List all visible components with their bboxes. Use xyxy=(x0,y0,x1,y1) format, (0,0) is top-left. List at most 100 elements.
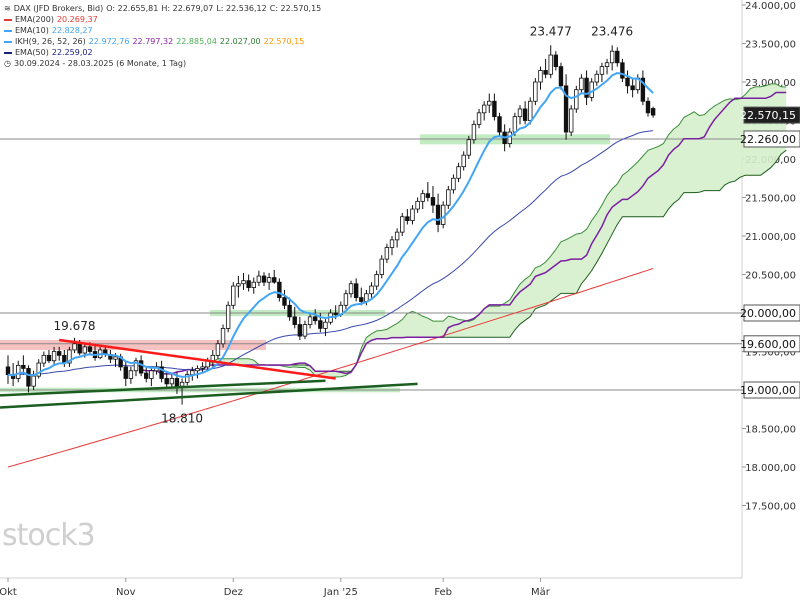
candle-up[interactable] xyxy=(190,370,195,375)
candle-up[interactable] xyxy=(594,73,599,83)
candle-down[interactable] xyxy=(287,304,292,318)
candle-down[interactable] xyxy=(87,346,93,352)
candle-down[interactable] xyxy=(620,62,625,79)
candle-up[interactable] xyxy=(451,177,456,191)
candle-up[interactable] xyxy=(225,304,231,329)
candle-down[interactable] xyxy=(159,366,164,379)
candle-up[interactable] xyxy=(446,189,451,206)
candle-down[interactable] xyxy=(277,281,282,299)
candle-down[interactable] xyxy=(630,85,635,91)
candle-down[interactable] xyxy=(435,204,441,225)
candle-down[interactable] xyxy=(645,100,651,114)
candle-down[interactable] xyxy=(405,216,410,221)
candle-up[interactable] xyxy=(487,100,492,106)
candle-down[interactable] xyxy=(650,108,656,116)
legend-ikh[interactable]: IKH(9, 26, 52, 26) 22.972,76 22.797,32 2… xyxy=(4,36,321,47)
candle-down[interactable] xyxy=(359,297,364,302)
candle-down[interactable] xyxy=(563,85,569,133)
candle-down[interactable] xyxy=(144,372,149,379)
candle-down[interactable] xyxy=(553,54,559,67)
candle-down[interactable] xyxy=(353,283,359,298)
candle-down[interactable] xyxy=(558,66,564,87)
candle-up[interactable] xyxy=(323,321,328,329)
candle-up[interactable] xyxy=(200,366,205,369)
candle-up[interactable] xyxy=(113,356,118,360)
candle-down[interactable] xyxy=(430,197,436,206)
candle-up[interactable] xyxy=(128,370,134,379)
candle-down[interactable] xyxy=(77,343,82,354)
candle-down[interactable] xyxy=(164,378,169,385)
candle-down[interactable] xyxy=(625,77,630,87)
candle-down[interactable] xyxy=(246,280,251,288)
candle-down[interactable] xyxy=(615,50,620,64)
candle-down[interactable] xyxy=(282,297,287,306)
candle-up[interactable] xyxy=(410,208,415,222)
candle-down[interactable] xyxy=(46,354,52,362)
candle-down[interactable] xyxy=(5,366,11,375)
candle-up[interactable] xyxy=(548,54,553,75)
candle-down[interactable] xyxy=(312,316,318,322)
candle-down[interactable] xyxy=(272,277,277,283)
candle-up[interactable] xyxy=(179,381,185,387)
candle-down[interactable] xyxy=(261,275,267,283)
candle-up[interactable] xyxy=(471,123,477,141)
candle-up[interactable] xyxy=(415,200,420,210)
candle-up[interactable] xyxy=(348,283,354,295)
candle-up[interactable] xyxy=(266,277,272,283)
candle-up[interactable] xyxy=(461,154,466,168)
candle-up[interactable] xyxy=(251,281,256,288)
candle-down[interactable] xyxy=(21,364,26,369)
candle-down[interactable] xyxy=(492,100,497,118)
candle-up[interactable] xyxy=(169,378,175,385)
candle-up[interactable] xyxy=(215,343,221,356)
legend-ema10[interactable]: EMA(10) 22.828,27 xyxy=(4,25,321,36)
candle-down[interactable] xyxy=(522,108,528,121)
candle-up[interactable] xyxy=(343,293,349,306)
candle-up[interactable] xyxy=(456,166,461,179)
candle-up[interactable] xyxy=(604,62,610,67)
candle-up[interactable] xyxy=(528,100,533,121)
candle-down[interactable] xyxy=(138,360,144,374)
candle-up[interactable] xyxy=(384,247,390,260)
candle-down[interactable] xyxy=(497,116,502,133)
candle-up[interactable] xyxy=(379,258,384,275)
candle-up[interactable] xyxy=(507,131,512,145)
candle-down[interactable] xyxy=(174,378,180,387)
candle-up[interactable] xyxy=(184,374,190,383)
candle-up[interactable] xyxy=(599,66,605,75)
candle-up[interactable] xyxy=(400,216,405,233)
candle-up[interactable] xyxy=(236,283,241,287)
candle-up[interactable] xyxy=(374,274,379,287)
candle-up[interactable] xyxy=(72,343,77,351)
candle-down[interactable] xyxy=(297,324,303,337)
candle-down[interactable] xyxy=(123,366,128,379)
candle-up[interactable] xyxy=(609,50,615,64)
candle-down[interactable] xyxy=(543,70,548,75)
candle-up[interactable] xyxy=(481,104,487,114)
candle-up[interactable] xyxy=(466,139,471,156)
candle-up[interactable] xyxy=(41,354,47,364)
candle-up[interactable] xyxy=(533,81,538,102)
candle-up[interactable] xyxy=(569,108,574,133)
candle-up[interactable] xyxy=(512,116,518,133)
candle-up[interactable] xyxy=(16,364,21,379)
candle-down[interactable] xyxy=(425,193,431,198)
candle-up[interactable] xyxy=(31,375,36,387)
candle-down[interactable] xyxy=(318,320,323,329)
candle-up[interactable] xyxy=(36,362,41,377)
candle-up[interactable] xyxy=(241,280,246,285)
candle-up[interactable] xyxy=(476,112,482,125)
candle-up[interactable] xyxy=(579,77,584,91)
candle-up[interactable] xyxy=(420,193,425,202)
candle-down[interactable] xyxy=(640,77,646,102)
candle-up[interactable] xyxy=(256,275,262,283)
candle-up[interactable] xyxy=(369,285,374,295)
candle-up[interactable] xyxy=(231,285,236,306)
candle-up[interactable] xyxy=(133,360,139,372)
candle-up[interactable] xyxy=(195,368,200,372)
candle-up[interactable] xyxy=(307,316,313,325)
candle-down[interactable] xyxy=(292,316,297,325)
candle-up[interactable] xyxy=(302,324,308,337)
candle-down[interactable] xyxy=(584,77,589,98)
